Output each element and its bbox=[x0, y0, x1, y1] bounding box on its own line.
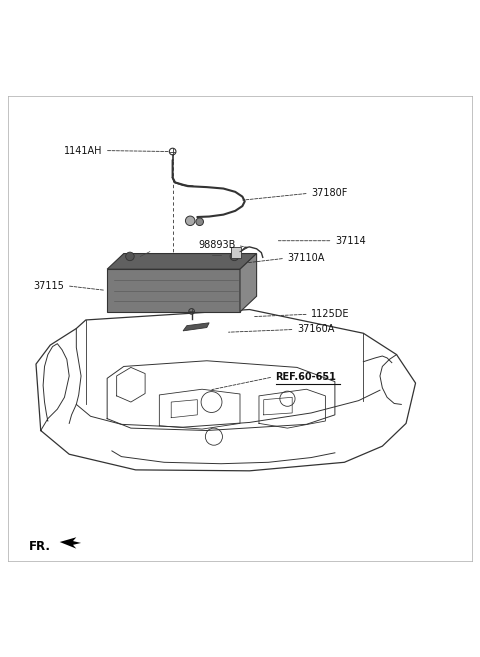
FancyBboxPatch shape bbox=[230, 247, 241, 258]
Text: FR.: FR. bbox=[29, 540, 51, 553]
Text: 37110A: 37110A bbox=[288, 254, 325, 263]
Text: 98893B: 98893B bbox=[198, 240, 235, 250]
Polygon shape bbox=[107, 254, 257, 269]
Text: 37114: 37114 bbox=[335, 236, 366, 246]
Text: 37160A: 37160A bbox=[297, 325, 334, 334]
Text: REF.60-651: REF.60-651 bbox=[276, 372, 336, 382]
Text: 1141AH: 1141AH bbox=[64, 146, 102, 156]
Circle shape bbox=[185, 216, 195, 225]
Circle shape bbox=[126, 252, 134, 261]
Text: 1125DE: 1125DE bbox=[311, 309, 349, 319]
Text: 37180F: 37180F bbox=[311, 189, 348, 198]
Circle shape bbox=[230, 252, 239, 261]
Polygon shape bbox=[183, 323, 209, 331]
Polygon shape bbox=[107, 269, 240, 312]
Polygon shape bbox=[60, 537, 81, 549]
Text: 37115: 37115 bbox=[34, 281, 64, 291]
Circle shape bbox=[196, 218, 204, 225]
Polygon shape bbox=[240, 254, 257, 312]
